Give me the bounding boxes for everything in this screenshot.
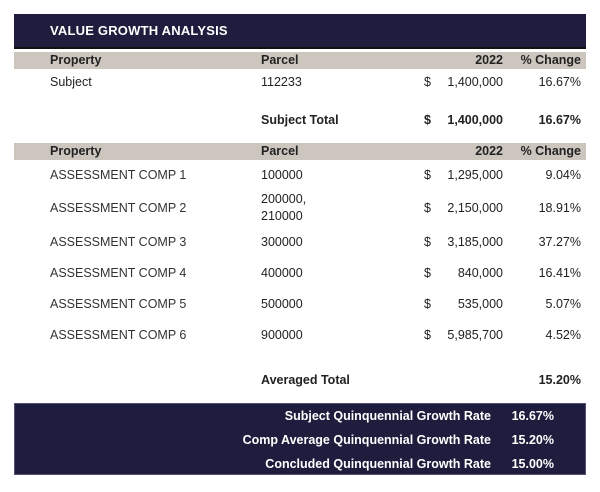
summary-label: Concluded Quinquennial Growth Rate [265, 457, 491, 471]
comps-header-bar [14, 143, 586, 160]
subject-change: 16.67% [538, 75, 581, 89]
comp-change: 37.27% [538, 235, 581, 249]
summary-subject-rate: Subject Quinquennial Growth Rate 16.67% [0, 407, 585, 425]
comp-property: ASSESSMENT COMP 5 [50, 297, 187, 311]
comps-header-row: Property Parcel 2022 % Change [0, 142, 600, 160]
comp-parcel: 300000 [261, 235, 303, 249]
summary-value: 15.20% [511, 433, 554, 447]
comp-row: ASSESSMENT COMP 5 500000 $535,000 5.07% [0, 295, 600, 313]
comp-parcel: 900000 [261, 328, 303, 342]
comp-parcel: 500000 [261, 297, 303, 311]
summary-comp-rate: Comp Average Quinquennial Growth Rate 15… [0, 431, 585, 449]
col-property: Property [50, 144, 102, 158]
comp-parcel: 400000 [261, 266, 303, 280]
comp-value: 2,150,000 [447, 201, 503, 215]
subject-total-currency: $ [424, 113, 431, 127]
subject-header-row: Property Parcel 2022 % Change [0, 51, 600, 69]
comp-currency: $ [424, 297, 431, 311]
comp-row: ASSESSMENT COMP 1 100000 $1,295,000 9.04% [0, 166, 600, 184]
comp-property: ASSESSMENT COMP 2 [50, 201, 187, 215]
subject-header-bar [14, 52, 586, 69]
subject-property: Subject [50, 75, 92, 89]
subject-currency: $ [424, 75, 431, 89]
subject-total-change: 16.67% [538, 113, 581, 127]
comp-value: 3,185,000 [447, 235, 503, 249]
averaged-total-change: 15.20% [538, 373, 581, 387]
comp-change: 5.07% [545, 297, 581, 311]
comp-change: 18.91% [538, 201, 581, 215]
comp-currency: $ [424, 235, 431, 249]
page-title: VALUE GROWTH ANALYSIS [50, 23, 228, 38]
comp-change: 9.04% [545, 168, 581, 182]
summary-label: Comp Average Quinquennial Growth Rate [242, 433, 491, 447]
summary-label: Subject Quinquennial Growth Rate [284, 409, 491, 423]
comp-currency: $ [424, 168, 431, 182]
summary-concluded-rate: Concluded Quinquennial Growth Rate 15.00… [0, 455, 585, 473]
comp-property: ASSESSMENT COMP 1 [50, 168, 187, 182]
comp-change: 16.41% [538, 266, 581, 280]
summary-value: 16.67% [511, 409, 554, 423]
col-parcel: Parcel [261, 144, 299, 158]
subject-parcel: 112233 [261, 75, 302, 89]
subject-value: 1,400,000 [447, 75, 503, 89]
comp-value: 5,985,700 [447, 328, 503, 342]
averaged-total-label: Averaged Total [261, 373, 350, 387]
col-year: 2022 [475, 144, 503, 158]
comp-change: 4.52% [545, 328, 581, 342]
title-bar: VALUE GROWTH ANALYSIS [14, 14, 586, 49]
comp-parcel: 200000, 210000 [261, 192, 307, 223]
col-property: Property [50, 53, 102, 67]
averaged-total-row: Averaged Total 15.20% [0, 371, 600, 389]
col-change: % Change [520, 53, 581, 67]
subject-total-row: Subject Total $ 1,400,000 16.67% [0, 111, 600, 129]
comp-value: 535,000 [457, 297, 503, 311]
comp-currency: $ [424, 328, 431, 342]
comp-property: ASSESSMENT COMP 3 [50, 235, 187, 249]
subject-row: Subject 112233 $ 1,400,000 16.67% [0, 73, 600, 91]
summary-value: 15.00% [511, 457, 554, 471]
comp-property: ASSESSMENT COMP 4 [50, 266, 187, 280]
comp-row: ASSESSMENT COMP 3 300000 $3,185,000 37.27% [0, 233, 600, 251]
col-year: 2022 [475, 53, 503, 67]
subject-total-value: 1,400,000 [447, 113, 503, 127]
summary-box: Subject Quinquennial Growth Rate 16.67% … [14, 403, 586, 475]
comp-value: 1,295,000 [447, 168, 503, 182]
comp-row: ASSESSMENT COMP 4 400000 $840,000 16.41% [0, 264, 600, 282]
comp-row: ASSESSMENT COMP 6 900000 $5,985,700 4.52% [0, 326, 600, 344]
comp-parcel: 100000 [261, 168, 303, 182]
comp-currency: $ [424, 266, 431, 280]
comp-value: 840,000 [457, 266, 503, 280]
col-parcel: Parcel [261, 53, 299, 67]
comp-property: ASSESSMENT COMP 6 [50, 328, 187, 342]
subject-total-label: Subject Total [261, 113, 339, 127]
comp-currency: $ [424, 201, 431, 215]
col-change: % Change [520, 144, 581, 158]
comp-row: ASSESSMENT COMP 2 200000, 210000 $2,150,00… [0, 192, 600, 223]
